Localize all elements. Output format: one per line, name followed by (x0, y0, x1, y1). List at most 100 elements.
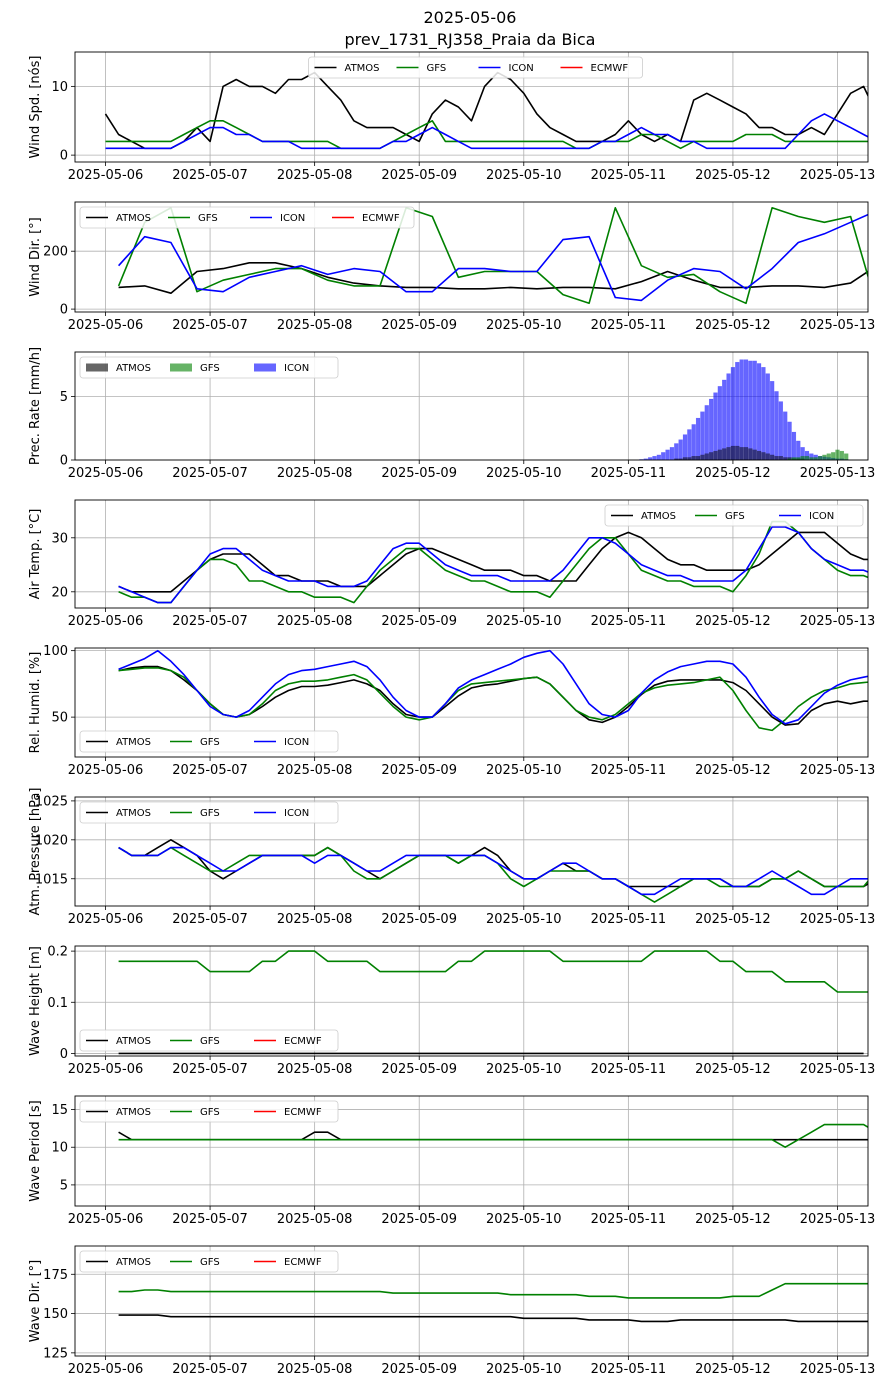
x-tick-label: 2025-05-08 (277, 168, 353, 183)
bar-icon (765, 373, 770, 460)
y-axis-label: Wave Dir. [°] (28, 1260, 43, 1343)
legend-label-gfs: GFS (200, 808, 220, 819)
legend-label-atmos: ATMOS (116, 363, 151, 374)
x-tick-label: 2025-05-11 (591, 614, 667, 629)
legend-label-atmos: ATMOS (116, 1107, 151, 1118)
x-tick-label: 2025-05-08 (277, 614, 353, 629)
bar-atmos (695, 455, 701, 460)
x-tick-label: 2025-05-10 (486, 168, 562, 183)
series-line-gfs (118, 846, 868, 903)
figure-title: 2025-05-06 (424, 8, 517, 27)
y-axis-label: Wave Height [m] (28, 946, 43, 1056)
legend-box (79, 206, 415, 229)
bar-gfs (813, 457, 818, 460)
bar-icon (682, 434, 688, 460)
series-line-icon (118, 846, 868, 896)
legend-label-ecmwf: ECMWF (591, 63, 629, 74)
bar-gfs (796, 457, 801, 460)
x-tick-label: 2025-05-06 (68, 466, 144, 481)
y-tick-label: 15 (51, 1103, 68, 1118)
x-tick-label: 2025-05-13 (800, 1362, 876, 1377)
bar-icon (700, 411, 705, 460)
series-line-icon (118, 649, 868, 725)
legend-label-atmos: ATMOS (116, 1257, 151, 1268)
legend-label-icon: ICON (280, 213, 305, 224)
x-tick-label: 2025-05-12 (695, 912, 771, 927)
bar-atmos (730, 445, 736, 460)
x-tick-label: 2025-05-06 (68, 318, 144, 333)
legend-swatch-gfs (170, 363, 192, 372)
series-line-gfs (118, 1282, 868, 1299)
legend-label-ecmwf: ECMWF (284, 1107, 322, 1118)
x-tick-label: 2025-05-09 (381, 614, 457, 629)
bar-atmos (756, 450, 762, 460)
panel-5: 2025-05-06 2025-05-07 2025-05-08 2025-05-09… (28, 644, 875, 778)
y-tick-label: 150 (43, 1307, 68, 1322)
x-tick-label: 2025-05-12 (695, 1362, 771, 1377)
bar-atmos (691, 455, 696, 460)
x-tick-label: 2025-05-11 (591, 1062, 667, 1077)
series-line-icon (118, 213, 868, 302)
legend: ATMOS GFS ECMWF (79, 1029, 339, 1052)
legend: ATMOS GFS ICON (79, 730, 339, 753)
bar-atmos (713, 450, 718, 460)
x-tick-label: 2025-05-08 (277, 1212, 353, 1227)
series-line-atmos (118, 261, 868, 295)
x-tick-label: 2025-05-11 (591, 1212, 667, 1227)
x-tick-label: 2025-05-07 (172, 318, 248, 333)
bar-atmos (752, 449, 757, 460)
legend: ATMOS GFS ICON (604, 504, 864, 527)
x-tick-label: 2025-05-09 (381, 1362, 457, 1377)
axes-frame (74, 647, 869, 758)
legend-label-gfs: GFS (200, 1257, 220, 1268)
bar-atmos (726, 447, 731, 460)
bar-icon (722, 379, 727, 460)
bar-atmos (743, 447, 749, 460)
legend-box (79, 1250, 339, 1273)
x-tick-label: 2025-05-11 (591, 466, 667, 481)
x-tick-label: 2025-05-08 (277, 912, 353, 927)
legend-label-ecmwf: ECMWF (362, 213, 400, 224)
bar-icon (752, 360, 757, 460)
legend-swatch-atmos (86, 363, 108, 372)
legend-label-gfs: GFS (427, 63, 447, 74)
x-tick-label: 2025-05-07 (172, 168, 248, 183)
legend-label-gfs: GFS (200, 737, 220, 748)
y-tick-label: 1020 (35, 833, 68, 848)
legend-label-gfs: GFS (200, 363, 220, 374)
axes-frame (74, 499, 869, 609)
x-tick-label: 2025-05-06 (68, 912, 144, 927)
bar-icon (669, 447, 675, 460)
x-tick-label: 2025-05-06 (68, 1212, 144, 1227)
legend-label-gfs: GFS (200, 1036, 220, 1047)
x-tick-label: 2025-05-09 (381, 1212, 457, 1227)
legend-label-gfs: GFS (200, 1107, 220, 1118)
x-tick-label: 2025-05-10 (486, 1362, 562, 1377)
x-tick-label: 2025-05-06 (68, 614, 144, 629)
x-tick-label: 2025-05-13 (800, 1062, 876, 1077)
y-tick-label: 10 (51, 80, 68, 95)
x-tick-label: 2025-05-07 (172, 466, 248, 481)
y-tick-label: 50 (51, 711, 68, 726)
bar-icon (783, 411, 788, 460)
legend-label-gfs: GFS (725, 511, 745, 522)
x-tick-label: 2025-05-08 (277, 1062, 353, 1077)
legend-label-gfs: GFS (198, 213, 218, 224)
y-tick-label: 0 (60, 1047, 68, 1062)
bar-icon (809, 453, 814, 460)
panels: 2025-05-06 2025-05-07 2025-05-08 2025-05-09… (28, 51, 876, 1377)
y-tick-label: 10 (51, 1141, 68, 1156)
bar-icon (656, 454, 662, 460)
axes-frame (74, 51, 869, 163)
y-tick-label: 0 (60, 303, 68, 318)
bar-gfs (839, 450, 845, 460)
legend: ATMOS GFS ICON (79, 356, 339, 379)
y-tick-label: 0.1 (47, 996, 68, 1011)
bar-icon (796, 440, 801, 460)
bar-icon (769, 381, 775, 460)
panel-3: 2025-05-06 2025-05-07 2025-05-08 2025-05-09… (28, 347, 875, 481)
y-tick-label: 1025 (35, 794, 68, 809)
series-line-gfs (118, 1123, 868, 1148)
series-line-atmos (118, 531, 868, 593)
bar-icon (761, 367, 766, 460)
